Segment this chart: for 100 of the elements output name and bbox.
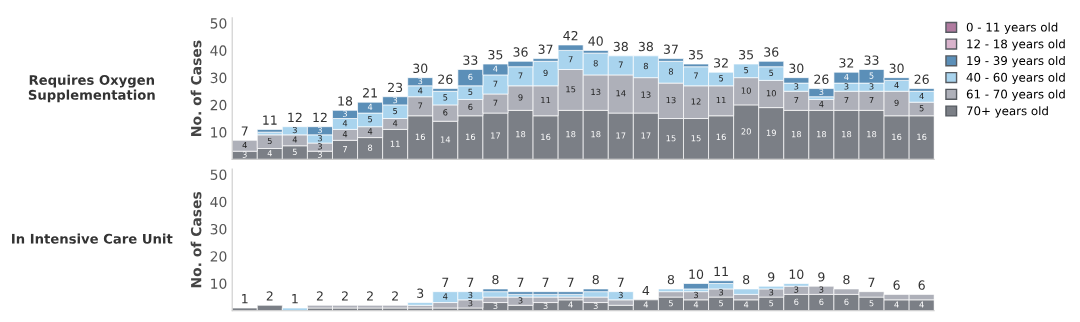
total-label: 40 bbox=[588, 36, 603, 46]
total-label: 33 bbox=[864, 55, 879, 65]
data-label: 9 bbox=[894, 99, 899, 106]
data-label: 5 bbox=[393, 107, 398, 115]
data-label: 3 bbox=[393, 96, 398, 104]
data-label: 17 bbox=[616, 132, 626, 139]
total-label: 37 bbox=[663, 44, 678, 54]
data-label: 17 bbox=[641, 132, 651, 139]
data-label: 3 bbox=[844, 83, 849, 90]
data-label: 3 bbox=[468, 300, 473, 307]
total-label: 30 bbox=[789, 63, 804, 74]
total-label: 36 bbox=[513, 47, 528, 57]
data-label: 16 bbox=[465, 133, 476, 141]
total-label: 8 bbox=[592, 274, 599, 285]
data-label: 3 bbox=[819, 88, 824, 96]
data-label: 3 bbox=[242, 151, 247, 158]
total-label: 9 bbox=[818, 272, 825, 282]
total-label: 4 bbox=[642, 285, 650, 296]
data-label: 5 bbox=[769, 300, 774, 307]
legend-label: 12 - 18 years old bbox=[967, 39, 1065, 51]
data-label: 4 bbox=[443, 293, 448, 300]
data-label: 4 bbox=[693, 301, 699, 308]
total-label: 2 bbox=[266, 291, 273, 301]
total-label: 1 bbox=[292, 294, 298, 304]
data-label: 18 bbox=[842, 130, 852, 138]
total-label: 7 bbox=[868, 277, 875, 287]
data-label: 18 bbox=[591, 130, 601, 138]
total-label: 30 bbox=[413, 63, 428, 74]
y-tick-label: 50 bbox=[210, 169, 227, 180]
data-label: 5 bbox=[869, 300, 874, 307]
data-label: 7 bbox=[518, 72, 523, 79]
data-label: 3 bbox=[317, 143, 322, 150]
data-label: 4 bbox=[919, 301, 924, 308]
total-label: 35 bbox=[689, 49, 703, 60]
data-label: 3 bbox=[719, 289, 724, 296]
data-label: 3 bbox=[769, 289, 774, 296]
data-label: 5 bbox=[869, 72, 874, 79]
data-label: 5 bbox=[368, 116, 373, 123]
data-label: 15 bbox=[691, 135, 701, 142]
data-label: 7 bbox=[418, 102, 423, 109]
y-tick-label: 30 bbox=[210, 223, 227, 235]
data-label: 5 bbox=[719, 75, 724, 82]
data-label: 7 bbox=[869, 97, 874, 104]
data-label: 4 bbox=[417, 87, 423, 94]
y-tick-label: 40 bbox=[210, 45, 227, 56]
data-label: 16 bbox=[892, 133, 902, 141]
data-label: 7 bbox=[844, 97, 849, 104]
total-label: 21 bbox=[363, 88, 377, 98]
data-label: 5 bbox=[267, 137, 272, 145]
text: In Intensive Care Unit bbox=[12, 233, 173, 244]
data-label: 4 bbox=[844, 73, 849, 80]
total-label: 6 bbox=[893, 280, 900, 290]
data-label: 4 bbox=[819, 101, 824, 108]
data-label: 15 bbox=[666, 135, 676, 142]
total-label: 3 bbox=[417, 288, 424, 298]
y-tick-label: 30 bbox=[210, 72, 227, 84]
text: Requires Oxygen Supplementation bbox=[28, 74, 155, 103]
data-label: 4 bbox=[643, 301, 649, 308]
data-label: 18 bbox=[516, 130, 526, 138]
data-label: 6 bbox=[819, 298, 824, 305]
data-label: 8 bbox=[643, 62, 648, 70]
data-label: 7 bbox=[694, 72, 698, 79]
total-label: 1 bbox=[242, 294, 248, 304]
total-label: 2 bbox=[392, 291, 398, 301]
total-label: 30 bbox=[889, 63, 904, 74]
data-label: 4 bbox=[894, 82, 899, 89]
data-label: 10 bbox=[741, 87, 751, 94]
data-label: 5 bbox=[668, 300, 673, 307]
data-label: 3 bbox=[694, 291, 698, 299]
data-label: 16 bbox=[415, 133, 426, 141]
total-label: 26 bbox=[814, 74, 829, 84]
data-label: 3 bbox=[317, 126, 322, 134]
data-label: 3 bbox=[819, 286, 824, 293]
legend-label: 70+ years old bbox=[966, 106, 1048, 118]
total-label: 8 bbox=[492, 274, 499, 285]
total-label: 37 bbox=[538, 44, 553, 54]
data-label: 3 bbox=[468, 291, 473, 299]
data-label: 4 bbox=[367, 103, 373, 110]
y-tick-label: 40 bbox=[210, 196, 227, 208]
total-label: 11 bbox=[263, 115, 277, 125]
data-label: 5 bbox=[468, 88, 473, 96]
total-label: 6 bbox=[918, 280, 925, 290]
total-label: 32 bbox=[839, 58, 854, 68]
data-label: 4 bbox=[267, 150, 272, 157]
data-label: 4 bbox=[919, 92, 924, 100]
data-label: 3 bbox=[493, 302, 498, 310]
data-label: 14 bbox=[616, 90, 626, 97]
total-label: 18 bbox=[338, 96, 353, 106]
total-label: 7 bbox=[517, 277, 524, 287]
total-label: 12 bbox=[288, 112, 302, 122]
data-label: 4 bbox=[568, 301, 573, 308]
data-label: 18 bbox=[791, 130, 802, 138]
data-label: 13 bbox=[591, 88, 601, 96]
data-label: 13 bbox=[641, 91, 651, 98]
data-label: 7 bbox=[343, 146, 347, 153]
data-label: 4 bbox=[743, 301, 749, 308]
data-label: 11 bbox=[716, 97, 726, 104]
data-label: 3 bbox=[794, 83, 799, 90]
data-label: 7 bbox=[568, 56, 573, 63]
total-label: 23 bbox=[388, 82, 403, 93]
